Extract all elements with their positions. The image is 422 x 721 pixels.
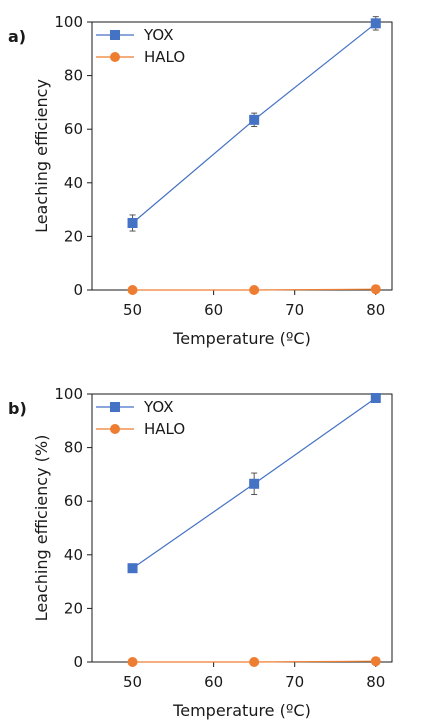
x-tick-label: 60 <box>204 673 223 691</box>
legend-label: YOX <box>143 398 173 416</box>
data-point <box>249 478 260 489</box>
x-tick-label: 80 <box>366 301 385 319</box>
chart-panel-1: 0 20 40 60 80 100 50 60 70 80 Temperature (ºC) Leac… <box>8 13 393 348</box>
y-tick-label: 0 <box>73 281 83 299</box>
legend-label: HALO <box>144 420 185 438</box>
y-tick-label: 80 <box>64 439 83 457</box>
plot-frame <box>91 21 393 291</box>
y-tick-label: 40 <box>64 174 83 192</box>
y-tick-label: 20 <box>64 227 83 245</box>
data-point <box>127 657 138 667</box>
legend-marker <box>110 402 120 412</box>
data-point <box>249 285 260 295</box>
y-axis-label: Leaching efficiency <box>32 79 51 233</box>
y-tick-label: 60 <box>64 120 83 138</box>
chart-panel-2: 0 20 40 60 80 100 50 60 70 80 Temperature (ºC) Leac… <box>8 385 393 720</box>
x-tick-label: 80 <box>366 673 385 691</box>
legend-marker <box>110 52 120 62</box>
data-point <box>127 218 138 228</box>
data-point <box>127 563 138 574</box>
series-yox <box>127 393 381 574</box>
data-point <box>370 18 381 29</box>
y-tick-label: 40 <box>64 546 83 564</box>
x-tick-label: 50 <box>123 673 142 691</box>
y-tick-label: 20 <box>64 599 83 617</box>
panel-label: a) <box>8 27 26 46</box>
data-point <box>370 393 381 404</box>
data-point <box>249 114 260 125</box>
series-halo <box>127 284 381 295</box>
series-halo <box>127 656 381 667</box>
x-tick-label: 60 <box>204 301 223 319</box>
y-axis-label: Leaching efficiency (%) <box>32 435 51 622</box>
legend-label: HALO <box>144 48 185 66</box>
x-tick-label: 70 <box>285 673 304 691</box>
y-tick-label: 60 <box>64 492 83 510</box>
x-tick-label: 50 <box>123 301 142 319</box>
y-tick-label: 80 <box>64 67 83 85</box>
panel-label: b) <box>8 399 27 418</box>
data-point <box>127 285 138 295</box>
x-tick-label: 70 <box>285 301 304 319</box>
legend-marker <box>110 30 120 40</box>
data-point <box>249 657 260 667</box>
plot-frame <box>91 393 393 663</box>
series-yox <box>127 16 381 232</box>
legend-marker <box>110 424 120 434</box>
x-axis-label: Temperature (ºC) <box>172 329 311 348</box>
y-tick-label: 100 <box>54 385 83 403</box>
legend-label: YOX <box>143 26 173 44</box>
data-point <box>370 656 381 667</box>
data-point <box>370 284 381 295</box>
y-tick-label: 0 <box>73 653 83 671</box>
x-axis-label: Temperature (ºC) <box>172 701 311 720</box>
y-tick-label: 100 <box>54 13 83 31</box>
